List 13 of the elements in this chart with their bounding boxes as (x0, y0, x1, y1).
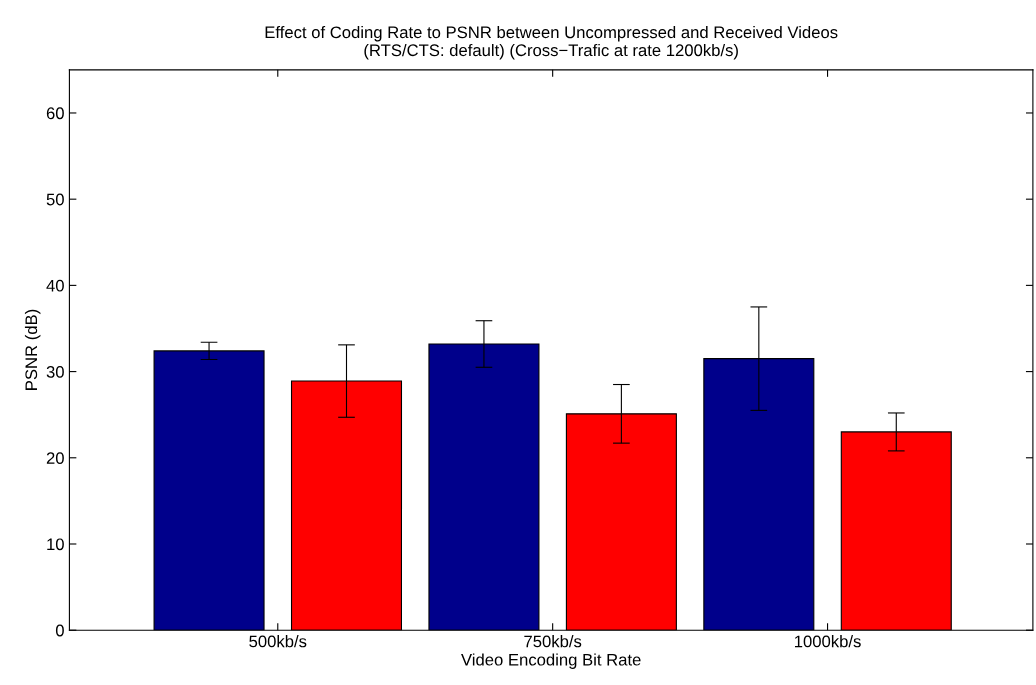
y-tick-label: 10 (47, 538, 64, 551)
chart-title: Effect of Coding Rate to PSNR between Uncompressed and Received Videos (RTS/CTS: default) (Cross−Trafic at rate 1200kb/s) (265, 25, 838, 60)
y-tick-label: 40 (46, 279, 64, 292)
y-tick-label: 30 (46, 365, 64, 378)
y-tick-label: 60 (46, 107, 64, 120)
x-tick-label: 750kb/s (524, 635, 582, 648)
y-tick-label: 20 (46, 452, 64, 464)
x-tick-label: 1000kb/s (795, 635, 861, 648)
y-tick-label: 50 (46, 193, 64, 206)
y-tick-label: 0 (55, 624, 64, 637)
x-axis-title: Video Encoding Bit Rate (461, 653, 641, 669)
y-axis-title: PSNR (dB) (24, 309, 41, 390)
x-tick-label: 500kb/s (249, 635, 307, 648)
